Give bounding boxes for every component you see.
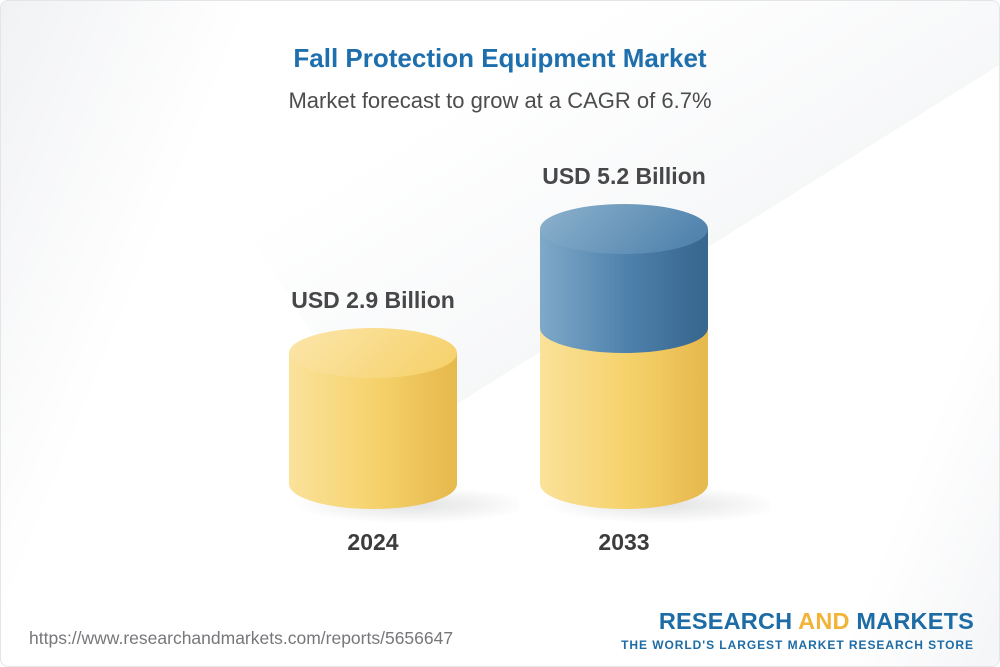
cylinder-2024-segment-base xyxy=(289,327,457,509)
logo-word-markets: MARKETS xyxy=(856,608,974,634)
report-url: https://www.researchandmarkets.com/repor… xyxy=(29,628,454,648)
logo-word-research: RESEARCH xyxy=(658,608,793,634)
segment-body xyxy=(289,352,457,509)
brand-logo-wordmark: RESEARCH AND MARKETS xyxy=(621,608,974,635)
segment-body xyxy=(540,327,708,509)
chart-title: Fall Protection Equipment Market xyxy=(293,43,707,73)
segment-top-ellipse xyxy=(289,327,457,378)
cylinder-2033-segment-growth xyxy=(540,204,708,353)
x-axis-label-2024: 2024 xyxy=(347,529,399,555)
segment-top-ellipse xyxy=(540,204,708,255)
bar-value-label-2024: USD 2.9 Billion xyxy=(291,286,455,313)
brand-logo: RESEARCH AND MARKETS THE WORLD'S LARGEST… xyxy=(621,608,974,652)
cylinder-2033-segment-base xyxy=(540,327,708,509)
brand-logo-tagline: THE WORLD'S LARGEST MARKET RESEARCH STOR… xyxy=(621,638,974,652)
bar-value-label-2033: USD 5.2 Billion xyxy=(542,163,706,189)
x-axis-label-2033: 2033 xyxy=(598,529,650,555)
chart-subtitle: Market forecast to grow at a CAGR of 6.7… xyxy=(288,88,712,113)
logo-word-and: AND xyxy=(798,608,850,634)
